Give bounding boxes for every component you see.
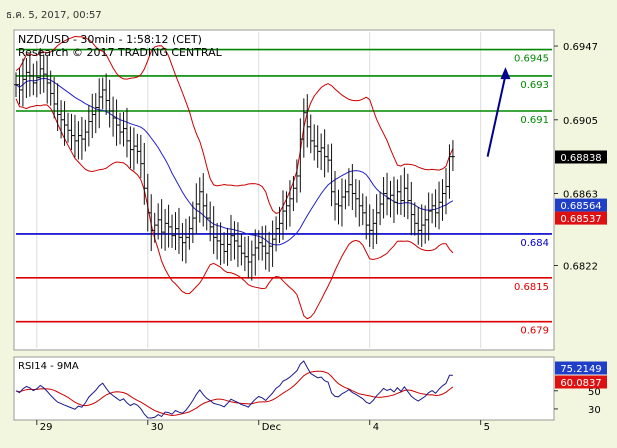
- rsi-ma-line: [15, 370, 454, 417]
- upper-band: [15, 35, 454, 214]
- chart-title: NZD/USD - 30min - 1:58:12 (CET): [18, 33, 202, 46]
- x-tick-label-0: 29: [40, 422, 53, 433]
- x-axis-ticks: 29 30 Dec 4 5: [36, 420, 490, 433]
- forecast-arrow-head: [500, 67, 511, 80]
- price-tag-1: 0.68564: [560, 201, 601, 212]
- y-tick-label-0: 0.6947: [563, 42, 598, 53]
- price-tag-2: 0.68537: [560, 214, 601, 225]
- y-tick-label-3: 0.6822: [563, 261, 598, 272]
- level-label-3: 0.684: [520, 238, 549, 249]
- main-panel: [13, 29, 555, 351]
- y-axis-ticks: 0.6947 0.6905 0.6863 0.6822: [554, 42, 598, 272]
- price-bars: [14, 48, 455, 281]
- x-tick-label-1: 30: [151, 422, 164, 433]
- rsi-label: RSI14 - 9MA: [18, 361, 79, 372]
- price-tag-bg-0: [555, 150, 607, 164]
- rsi-ma-tag-bg: [555, 375, 607, 389]
- rsi-tick-label-1: 30: [588, 405, 601, 416]
- x-tick-label-3: 4: [373, 422, 379, 433]
- x-tick-label-4: 5: [484, 422, 490, 433]
- rsi-value-tag-bg: [555, 361, 607, 375]
- price-grid: [36, 32, 482, 348]
- rsi-ma-tag: 60.0837: [560, 378, 601, 389]
- forecast-arrow: [486, 67, 511, 157]
- rsi-value-tag: 75.2149: [560, 364, 601, 375]
- level-label-0: 0.6945: [514, 54, 549, 65]
- rsi-tick-label-0: 50: [588, 387, 601, 398]
- price-tag-bg-1: [555, 198, 607, 212]
- price-tags: 0.68838 0.68564 0.68537: [555, 150, 607, 225]
- rsi-panel: [13, 356, 555, 421]
- y-tick-label-1: 0.6905: [563, 116, 598, 127]
- level-label-5: 0.679: [520, 326, 549, 337]
- y-tick-label-2: 0.6863: [563, 190, 598, 201]
- level-label-2: 0.691: [520, 115, 549, 126]
- rsi-line: [15, 360, 453, 419]
- price-tag-0: 0.68838: [560, 153, 601, 164]
- rsi-lines: [15, 360, 454, 419]
- level-label-4: 0.6815: [514, 282, 549, 293]
- chart-subtitle: Research © 2017 TRADING CENTRAL: [18, 46, 223, 59]
- level-label-1: 0.693: [520, 80, 549, 91]
- rsi-axis-ticks: 50 30 75.2149 60.0837: [554, 361, 607, 416]
- price-tag-bg-2: [555, 211, 607, 225]
- horizontal-levels: 0.6945 0.693 0.691 0.684 0.6815 0.679: [16, 48, 552, 337]
- x-tick-label-2: Dec: [262, 422, 281, 433]
- forecast-arrow-shaft: [486, 74, 507, 157]
- lower-band: [15, 98, 454, 320]
- chart-timestamp: ธ.ค. 5, 2017, 00:57: [6, 10, 102, 21]
